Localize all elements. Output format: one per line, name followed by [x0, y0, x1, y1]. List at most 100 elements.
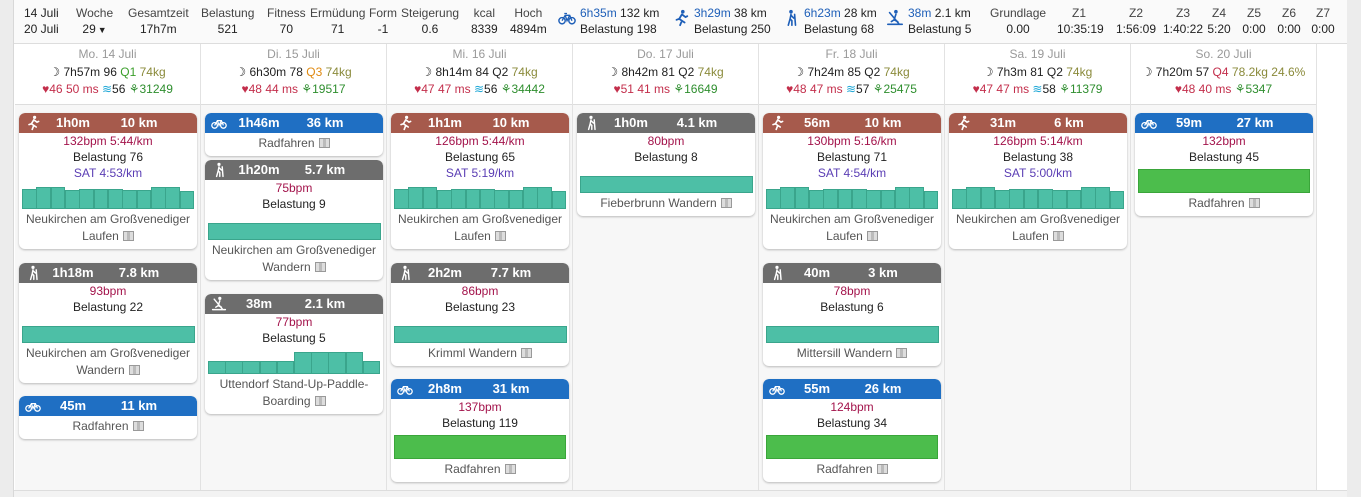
- activity-header[interactable]: 1h0m 4.1 km: [577, 113, 755, 133]
- chart-bar: [494, 190, 510, 209]
- caret-down-icon[interactable]: ▼: [97, 25, 107, 35]
- activity-header[interactable]: 1h1m 10 km: [391, 113, 569, 133]
- activity-distance: 7.8 km: [118, 265, 160, 280]
- steps-value: 25475: [883, 82, 917, 96]
- map-icon[interactable]: [866, 231, 878, 241]
- activity-card[interactable]: 1h0m 4.1 km 80bpm Belastung 8 Fieberbrunn Wa…: [577, 113, 755, 216]
- activity-card[interactable]: 45m 11 km Radfahren: [19, 396, 197, 439]
- activity-card[interactable]: 31m 6 km 126bpm 5:14/km Belastung 38 SAT 5:0…: [949, 113, 1127, 249]
- map-icon[interactable]: [132, 421, 144, 431]
- map-icon[interactable]: [314, 262, 326, 272]
- activity-card[interactable]: 59m 27 km 132bpm Belastung 45 Radfahren: [1135, 113, 1313, 216]
- activity-card[interactable]: 1h46m 36 km Radfahren: [205, 113, 383, 156]
- map-icon[interactable]: [720, 198, 732, 208]
- activity-distance: 26 km: [864, 381, 902, 396]
- map-icon[interactable]: [128, 365, 140, 375]
- activity-header[interactable]: 1h20m 5.7 km: [205, 160, 383, 180]
- activity-card[interactable]: 40m 3 km 78bpm Belastung 6 Mittersill Wander…: [763, 263, 941, 366]
- zone-label: Z2: [1128, 6, 1143, 20]
- map-icon[interactable]: [504, 464, 516, 474]
- activity-header[interactable]: 2h2m 7.7 km: [391, 263, 569, 283]
- hrv-value: 47 ms: [996, 82, 1030, 96]
- sleep-row: ☽ 8h42m 81 Q2 74kg: [573, 64, 758, 81]
- wellness-row: ♥47 47 ms ≋56 ⚘34442: [387, 81, 572, 98]
- map-icon[interactable]: [318, 138, 330, 148]
- activity-header[interactable]: 31m 6 km: [949, 113, 1127, 133]
- week-selector[interactable]: Woche 29 ▼: [76, 5, 113, 38]
- activity-sport: Laufen: [1012, 229, 1049, 243]
- map-icon[interactable]: [1052, 231, 1064, 241]
- steps-icon: ⚘: [1059, 82, 1070, 96]
- chart-bar: [523, 187, 538, 209]
- weight: 74kg: [139, 65, 166, 79]
- activity-header[interactable]: 2h8m 31 km: [391, 379, 569, 399]
- activity-duration: 1h18m: [52, 265, 94, 280]
- sleep-duration: 6h30m: [249, 65, 287, 79]
- day-name: So. 20 Juli: [1195, 47, 1252, 61]
- activity-header[interactable]: 59m 27 km: [1135, 113, 1313, 133]
- steps-value: 34442: [511, 82, 545, 96]
- activity-chart: [208, 216, 381, 240]
- activity-distance: 5.7 km: [304, 162, 346, 177]
- day-column: Di. 15 Juli ☽ 6h30m 78 Q3 74kg ♥48 44 ms ⚘…: [201, 44, 387, 490]
- form-summary: Form -1: [369, 5, 397, 37]
- resting-hr: 48: [248, 82, 262, 96]
- map-icon[interactable]: [520, 348, 532, 358]
- activity-card[interactable]: 38m 2.1 km 77bpm Belastung 5 Uttendorf Stand…: [205, 294, 383, 414]
- activity-card[interactable]: 1h18m 7.8 km 93bpm Belastung 22 Neukirchen a…: [19, 263, 197, 383]
- zone-z5: Z5 0:00: [1242, 5, 1266, 37]
- map-icon[interactable]: [876, 464, 888, 474]
- activity-card[interactable]: 2h8m 31 km 137bpm Belastung 119 Radfahren: [391, 379, 569, 482]
- heart-icon: ♥: [414, 82, 422, 96]
- chart-bar: [122, 190, 138, 209]
- fitness-label: Fitness: [267, 6, 306, 20]
- activity-header[interactable]: 40m 3 km: [763, 263, 941, 283]
- total-time-label: Gesamtzeit: [128, 6, 189, 20]
- hike-icon: [787, 9, 797, 27]
- map-icon[interactable]: [314, 396, 326, 406]
- activity-sport: Wandern: [262, 260, 311, 274]
- activity-location: Neukirchen am Großvenediger: [25, 346, 191, 360]
- activity-distance: 7.7 km: [490, 265, 532, 280]
- chart-bar: [208, 361, 226, 374]
- steps-value: 16649: [684, 82, 718, 96]
- map-icon[interactable]: [896, 348, 908, 358]
- activity-card[interactable]: 1h1m 10 km 126bpm 5:44/km Belastung 65 SAT 5…: [391, 113, 569, 249]
- map-icon[interactable]: [1248, 198, 1260, 208]
- activity-heartrate: 126bpm 5:14/km: [993, 134, 1083, 148]
- activity-card[interactable]: 56m 10 km 130bpm 5:16/km Belastung 71 SAT 4:…: [763, 113, 941, 249]
- right-scrollbar-area[interactable]: [1347, 0, 1361, 497]
- activity-header[interactable]: 45m 11 km: [19, 396, 197, 416]
- activity-header[interactable]: 56m 10 km: [763, 113, 941, 133]
- activity-header[interactable]: 1h0m 10 km: [19, 113, 197, 133]
- activity-sport: Radfahren: [72, 419, 129, 433]
- activity-header[interactable]: 1h46m 36 km: [205, 113, 383, 133]
- sup-time: 38m: [908, 6, 932, 20]
- weight: 74kg: [883, 65, 910, 79]
- zone-value: 0:00: [1311, 22, 1335, 36]
- load-label: Belastung: [201, 6, 255, 20]
- chart-bar: [451, 189, 467, 209]
- activity-card[interactable]: 1h0m 10 km 132bpm 5:44/km Belastung 76 SAT 4…: [19, 113, 197, 249]
- activity-distance: 10 km: [120, 115, 158, 130]
- activity-sport: Boarding: [262, 394, 311, 408]
- hike-load: Belastung 68: [804, 22, 875, 36]
- map-icon[interactable]: [122, 231, 134, 241]
- activity-card[interactable]: 55m 26 km 124bpm Belastung 34 Radfahren: [763, 379, 941, 482]
- activity-header[interactable]: 1h18m 7.8 km: [19, 263, 197, 283]
- bike-icon: [397, 386, 413, 395]
- kcal-label: kcal: [473, 6, 496, 20]
- activity-card[interactable]: 2h2m 7.7 km 86bpm Belastung 23 Krimml Wander…: [391, 263, 569, 366]
- heart-icon: ♥: [972, 82, 980, 96]
- sleep-duration: 7h57m: [63, 65, 101, 79]
- bottom-scrollbar[interactable]: [14, 490, 1347, 497]
- activity-card[interactable]: 1h20m 5.7 km 75bpm Belastung 9 Neukirchen am…: [205, 160, 383, 280]
- day-column: So. 20 Juli ☽ 7h20m 57 Q4 78.2kg 24.6% ♥48…: [1131, 44, 1317, 490]
- hrv-value: 47 ms: [809, 82, 843, 96]
- activity-header[interactable]: 38m 2.1 km: [205, 294, 383, 314]
- activity-heartrate: 126bpm 5:44/km: [435, 134, 525, 148]
- spo2-icon: ≋: [845, 82, 857, 96]
- sleep-quality: Q2: [492, 65, 509, 79]
- activity-header[interactable]: 55m 26 km: [763, 379, 941, 399]
- map-icon[interactable]: [494, 231, 506, 241]
